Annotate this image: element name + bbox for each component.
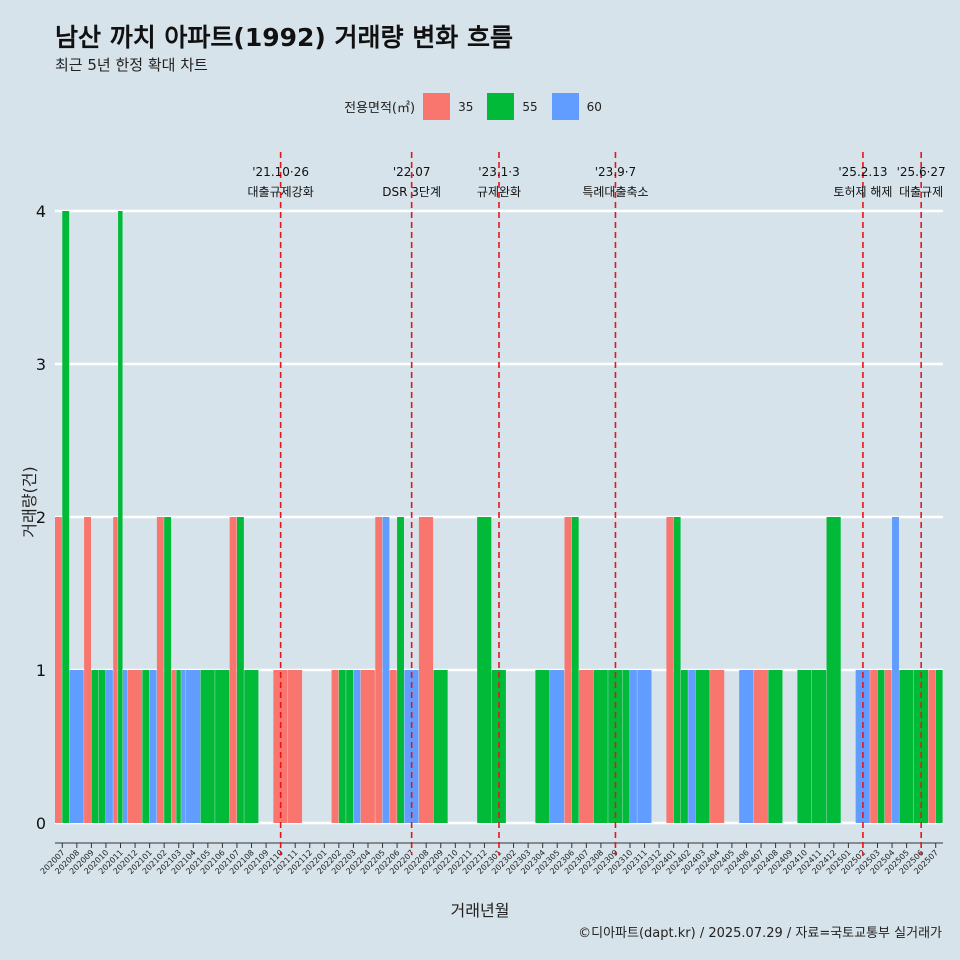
legend-title: 전용면적(㎡) [344,101,416,116]
bar-55-202503 [877,670,885,823]
bar-55-202410 [797,670,812,823]
bar-55-202505 [899,670,914,823]
legend-label-60: 60 [586,99,602,114]
bar-60-202103 [181,670,186,823]
y-tick-label: 3 [36,355,46,374]
event-label-202207: DSR 3단계 [382,185,441,199]
chart-subtitle: 최근 5년 한정 확대 차트 [55,56,208,74]
bar-55-202206 [397,517,404,823]
bar-55-202103 [176,670,181,823]
event-date-202506: '25.6·27 [897,165,946,179]
bar-60-202011 [122,670,128,823]
bar-60-202310 [630,670,637,823]
source-caption: ©디아파트(dapt.kr) / 2025.07.29 / 자료=국토교통부 실… [578,926,942,941]
x-axis-title: 거래년월 [450,901,510,920]
bar-35-202204 [360,670,375,823]
bar-60-202311 [637,670,652,823]
event-label-202506: 대출규제 [899,185,943,199]
bar-55-202306 [571,517,579,823]
bar-60-202010 [105,670,113,823]
y-tick-label: 1 [36,661,46,680]
bar-60-202101 [149,670,157,823]
event-label-202502: 토허제 해제 [833,185,892,199]
bar-60-202008 [69,670,84,823]
bar-60-202504 [892,517,899,823]
y-tick-label: 4 [36,202,46,221]
bar-55-202101 [142,670,150,823]
y-tick-label: 0 [36,814,46,833]
y-tick-label: 2 [36,508,46,527]
bar-60-202203 [353,670,361,823]
bar-35-202401 [666,517,674,823]
bar-55-202202 [338,670,346,823]
bar-55-202310 [622,670,630,823]
bar-55-202203 [346,670,354,823]
chart-title: 남산 까치 아파트(1992) 거래량 변화 흐름 [55,23,513,52]
legend: 전용면적(㎡) 35 55 60 [0,93,960,120]
bar-55-202304 [535,670,550,823]
event-label-202301: 규제완화 [477,185,521,199]
bar-55-202412 [826,517,841,823]
event-date-202207: '22.07 [393,165,431,179]
bar-35-202404 [710,670,725,823]
bar-35-202503 [870,670,878,823]
bar-35-202205 [375,517,383,823]
bar-60-202402 [688,670,696,823]
legend-item-35: 35 [423,93,473,120]
bar-35-202102 [156,517,164,823]
legend-swatch-35 [423,93,451,120]
bar-35-202012 [127,670,142,823]
bar-55-202106 [215,670,230,823]
bar-60-202104 [186,670,201,823]
bar-55-202010 [98,670,106,823]
bar-35-202202 [331,670,339,823]
bar-55-202102 [164,517,172,823]
legend-swatch-60 [551,93,579,120]
bar-55-202009 [91,670,99,823]
bar-35-202206 [389,670,397,823]
bar-35-202306 [564,517,572,823]
bar-60-202205 [382,517,390,823]
legend-item-55: 55 [487,93,538,120]
bar-55-202408 [768,670,783,823]
bar-55-202403 [695,670,710,823]
event-date-202110: '21.10·26 [252,165,309,179]
bar-35-202208 [418,517,434,823]
legend-label-55: 55 [522,99,538,114]
y-axis-title: 거래량(건) [20,466,39,538]
bar-55-202007 [62,211,70,823]
bar-35-202009 [84,517,91,823]
bar-55-202108 [244,670,259,823]
legend-item-60: 60 [551,93,602,120]
bar-35-202504 [884,670,892,823]
event-label-202110: 대출규제강화 [248,185,314,199]
bar-35-202111 [287,670,303,823]
bar-55-202209 [433,670,448,823]
bar-35-202103 [171,670,176,823]
bar-55-202107 [236,517,244,823]
bar-35-202507 [928,670,936,823]
bar-55-202507 [935,670,943,823]
bar-35-202011 [113,517,118,823]
bar-60-202305 [549,670,565,823]
bar-35-202107 [229,517,237,823]
bar-60-202406 [739,670,754,823]
bar-35-202407 [753,670,768,823]
legend-label-35: 35 [458,99,474,114]
bar-55-202308 [593,670,608,823]
bar-35-202307 [579,670,594,823]
legend-swatch-55 [487,93,515,120]
bar-55-202011 [118,211,123,823]
event-date-202309: '23.9·7 [595,165,636,179]
bar-35-202007 [55,517,62,823]
bar-55-202411 [811,670,827,823]
bar-55-202105 [200,670,215,823]
event-label-202309: 특례대출축소 [582,185,648,199]
bar-55-202212 [477,517,492,823]
event-date-202301: '23.1·3 [478,165,519,179]
bar-55-202402 [680,670,688,823]
event-date-202502: '25.2.13 [838,165,887,179]
bar-55-202401 [673,517,681,823]
